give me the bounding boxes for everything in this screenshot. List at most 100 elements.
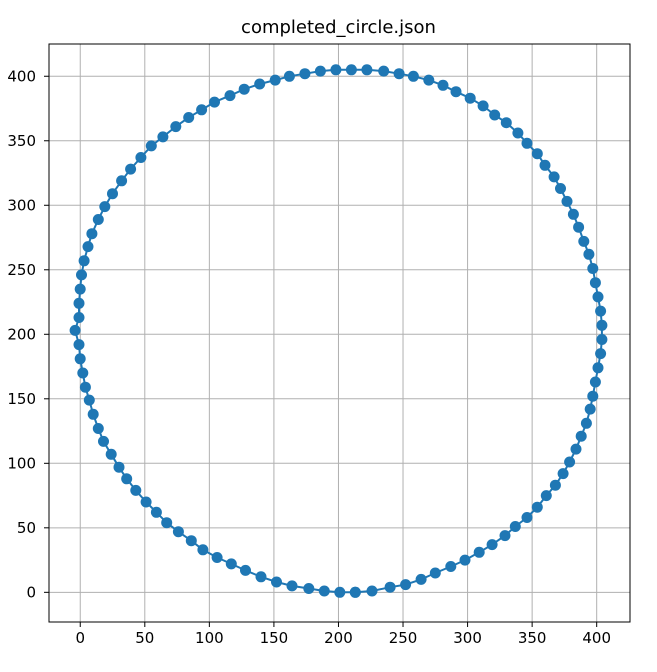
data-point — [540, 490, 552, 502]
data-point — [423, 74, 435, 86]
data-point — [437, 79, 449, 91]
data-point — [573, 221, 585, 233]
data-point — [473, 546, 485, 558]
data-point — [393, 68, 405, 80]
data-point — [384, 581, 396, 593]
plot-frame — [48, 43, 631, 623]
data-point — [271, 576, 282, 588]
data-point — [269, 74, 281, 86]
data-point — [548, 171, 560, 183]
data-point — [555, 183, 566, 194]
data-point — [113, 461, 125, 473]
y-tick-label: 300 — [7, 196, 36, 214]
data-point — [500, 117, 512, 129]
data-point — [79, 381, 91, 393]
y-tick-label: 250 — [7, 261, 36, 279]
data-point — [121, 473, 133, 485]
data-point — [92, 214, 104, 225]
data-point — [570, 443, 582, 455]
data-point — [283, 70, 295, 82]
data-point — [74, 353, 86, 365]
data-point — [584, 403, 596, 415]
data-point — [82, 241, 94, 253]
data-point — [135, 152, 147, 163]
data-point — [185, 535, 197, 547]
y-axis: 0 50 100 150 200 250 300 350 400 — [7, 67, 49, 601]
data-point — [589, 376, 601, 388]
data-point — [595, 348, 607, 360]
data-point — [583, 248, 595, 260]
data-point — [238, 83, 250, 95]
data-point — [531, 148, 543, 160]
x-tick-label: 300 — [453, 629, 482, 647]
data-point — [314, 65, 326, 77]
data-point — [464, 92, 476, 104]
data-point — [595, 305, 607, 317]
data-point — [477, 100, 489, 112]
data-point — [592, 362, 604, 374]
data-point — [140, 496, 152, 508]
data-point — [499, 530, 511, 542]
x-tick-label: 100 — [195, 629, 224, 647]
data-point — [145, 140, 157, 152]
data-point — [486, 539, 498, 551]
data-point — [73, 312, 85, 323]
data-point — [299, 68, 311, 80]
data-point — [83, 394, 95, 406]
data-point — [255, 571, 267, 583]
x-tick-label: 400 — [582, 629, 611, 647]
data-point — [521, 512, 533, 523]
data-point — [150, 506, 162, 518]
data-point — [78, 255, 90, 267]
data-point — [318, 585, 330, 597]
data-point — [170, 121, 182, 133]
data-point — [87, 408, 99, 420]
data-point — [77, 367, 89, 379]
data-point — [445, 561, 457, 572]
data-point — [303, 583, 315, 594]
data-point — [99, 201, 111, 213]
data-point — [549, 479, 561, 491]
data-point — [98, 435, 109, 447]
data-point — [92, 423, 104, 434]
data-point — [512, 127, 524, 139]
data-point — [254, 78, 266, 90]
data-point — [564, 456, 576, 468]
data-point — [172, 526, 184, 538]
data-point — [539, 159, 551, 171]
data-point — [105, 448, 117, 460]
data-point — [224, 90, 236, 102]
x-axis: 0 50 100 150 200 250 300 350 400 — [75, 622, 611, 647]
data-point — [349, 586, 361, 598]
data-point — [116, 175, 128, 187]
data-point — [69, 324, 81, 336]
plot-area: 0 50 100 150 200 250 300 350 400 0 50 100 150 200 250… — [7, 43, 631, 647]
x-tick-label: 0 — [75, 629, 85, 647]
data-point — [107, 188, 118, 200]
data-point — [589, 277, 601, 289]
data-point — [400, 579, 412, 591]
data-point — [561, 195, 573, 207]
data-point — [587, 390, 599, 402]
data-point — [531, 501, 543, 513]
data-point — [86, 228, 98, 240]
y-tick-label: 0 — [26, 583, 36, 601]
data-point — [459, 554, 471, 566]
x-tick-label: 50 — [135, 629, 154, 647]
data-point — [366, 585, 378, 597]
data-point — [157, 131, 169, 143]
x-tick-label: 350 — [518, 629, 547, 647]
y-tick-label: 150 — [7, 390, 36, 408]
y-tick-label: 350 — [7, 132, 36, 150]
x-tick-label: 200 — [324, 629, 353, 647]
y-tick-label: 50 — [17, 519, 36, 537]
series-layer — [69, 64, 608, 598]
data-point — [596, 319, 608, 331]
data-point — [575, 430, 587, 442]
data-point — [567, 208, 579, 220]
x-tick-label: 250 — [389, 629, 418, 647]
data-point — [73, 339, 85, 351]
data-point — [209, 96, 220, 108]
data-point — [196, 104, 208, 116]
